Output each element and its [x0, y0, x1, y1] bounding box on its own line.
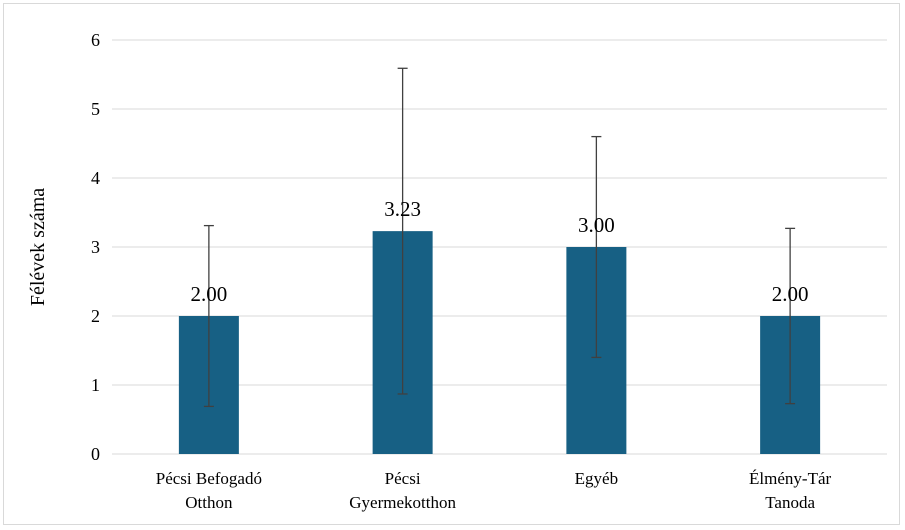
data-labels: 2.00 3.23 3.00 2.00: [191, 197, 809, 306]
x-tick-label: Tanoda: [765, 493, 815, 512]
y-tick-label: 5: [91, 99, 100, 119]
x-tick-label: Egyéb: [575, 469, 618, 488]
y-tick-label: 0: [91, 444, 100, 464]
y-tick-label: 3: [91, 237, 100, 257]
data-label: 3.00: [578, 213, 615, 237]
y-tick-label: 1: [91, 375, 100, 395]
error-bars: [203, 67, 796, 408]
y-tick-label: 4: [91, 168, 100, 188]
chart-area: [3, 3, 900, 525]
y-axis-ticks: 0 1 2 3 4 5 6: [91, 30, 100, 464]
x-tick-label: Gyermekotthon: [349, 493, 456, 512]
data-label: 2.00: [772, 282, 809, 306]
y-tick-label: 2: [91, 306, 100, 326]
y-axis-title: Félévek száma: [27, 188, 49, 306]
x-tick-label: Élmény-Tár: [749, 469, 831, 488]
gridlines: [112, 39, 887, 455]
x-axis-ticks: Pécsi Befogadó Otthon Pécsi Gyermekotthon Eg…: [156, 469, 832, 512]
data-label: 2.00: [191, 282, 228, 306]
bars: [178, 231, 821, 454]
y-tick-label: 6: [91, 30, 100, 50]
data-label: 3.23: [384, 197, 421, 221]
x-tick-label: Pécsi Befogadó: [156, 469, 262, 488]
x-tick-label: Otthon: [185, 493, 233, 512]
x-tick-label: Pécsi: [385, 469, 421, 488]
